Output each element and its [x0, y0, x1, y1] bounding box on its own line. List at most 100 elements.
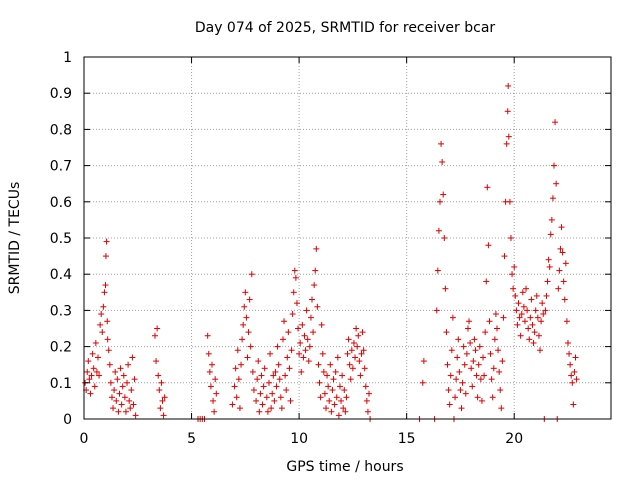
- data-point: [103, 238, 110, 245]
- data-point: [524, 307, 531, 314]
- data-point: [442, 285, 449, 292]
- data-point: [489, 394, 496, 401]
- y-tick-label: 0: [63, 412, 72, 428]
- data-point: [269, 390, 276, 397]
- data-point: [535, 332, 542, 339]
- data-point: [534, 314, 541, 321]
- data-point: [268, 405, 275, 412]
- data-point: [339, 372, 346, 379]
- data-point: [287, 397, 294, 404]
- data-point: [88, 372, 95, 379]
- data-point: [499, 358, 506, 365]
- data-point: [517, 332, 524, 339]
- data-point: [500, 314, 507, 321]
- y-tick-label: 0.5: [50, 231, 72, 247]
- data-point: [310, 329, 317, 336]
- data-point: [206, 368, 213, 375]
- data-point: [236, 405, 243, 412]
- data-point: [242, 289, 249, 296]
- data-point: [293, 300, 300, 307]
- data-point: [96, 372, 103, 379]
- data-point: [477, 376, 484, 383]
- data-point: [484, 184, 491, 191]
- data-point: [244, 354, 251, 361]
- data-point: [349, 365, 356, 372]
- data-point: [342, 408, 349, 415]
- data-point: [510, 285, 517, 292]
- data-point: [238, 361, 245, 368]
- data-point: [568, 372, 575, 379]
- data-point: [347, 376, 354, 383]
- data-point: [443, 329, 450, 336]
- data-point: [559, 249, 566, 256]
- data-point: [511, 263, 518, 270]
- data-point: [290, 289, 297, 296]
- data-point: [518, 311, 525, 318]
- grid-lines: [84, 57, 611, 419]
- data-point: [243, 314, 250, 321]
- data-point: [440, 191, 447, 198]
- data-point: [519, 289, 526, 296]
- data-point: [553, 180, 560, 187]
- data-point: [552, 119, 559, 126]
- data-point: [505, 82, 512, 89]
- data-point: [436, 198, 443, 205]
- data-point: [110, 405, 117, 412]
- data-point: [463, 350, 470, 357]
- data-point: [503, 140, 510, 147]
- data-point: [526, 336, 533, 343]
- data-point: [487, 350, 494, 357]
- data-point: [157, 405, 164, 412]
- data-point: [466, 318, 473, 325]
- data-point: [250, 387, 257, 394]
- data-point: [557, 245, 564, 252]
- data-point: [232, 365, 239, 372]
- data-point: [543, 292, 550, 299]
- x-tick-label: 15: [398, 431, 416, 447]
- data-point: [527, 314, 534, 321]
- data-point: [212, 376, 219, 383]
- data-point: [482, 329, 489, 336]
- data-point: [486, 318, 493, 325]
- data-point: [116, 390, 123, 397]
- data-point: [257, 390, 264, 397]
- data-point: [531, 329, 538, 336]
- data-point: [363, 397, 370, 404]
- data-point: [211, 408, 218, 415]
- data-point: [461, 361, 468, 368]
- data-point: [120, 372, 127, 379]
- data-point: [513, 307, 520, 314]
- data-point: [292, 274, 299, 281]
- data-point: [507, 235, 514, 241]
- data-point: [445, 387, 452, 394]
- data-point: [571, 368, 578, 375]
- data-point: [155, 372, 162, 379]
- data-point: [231, 383, 238, 390]
- data-point: [348, 347, 355, 354]
- data-point: [115, 408, 122, 415]
- data-point: [330, 376, 337, 383]
- data-point: [446, 401, 453, 408]
- data-point: [247, 343, 254, 350]
- data-point: [274, 343, 281, 350]
- y-tick-label: 0.2: [50, 340, 72, 356]
- data-point: [468, 365, 475, 372]
- data-point: [256, 408, 263, 415]
- data-point: [352, 354, 359, 361]
- data-point: [569, 379, 576, 386]
- data-point: [516, 314, 523, 321]
- data-point: [558, 224, 565, 231]
- data-point: [87, 390, 94, 397]
- data-point: [311, 282, 318, 289]
- data-point: [438, 140, 445, 147]
- data-point: [272, 368, 279, 375]
- data-point: [320, 368, 327, 375]
- data-point: [539, 300, 546, 307]
- data-point: [491, 336, 498, 343]
- data-point: [154, 325, 161, 332]
- data-point: [288, 347, 295, 354]
- data-point: [350, 339, 357, 346]
- data-point: [540, 311, 547, 318]
- data-point: [455, 336, 462, 343]
- data-point: [467, 339, 474, 346]
